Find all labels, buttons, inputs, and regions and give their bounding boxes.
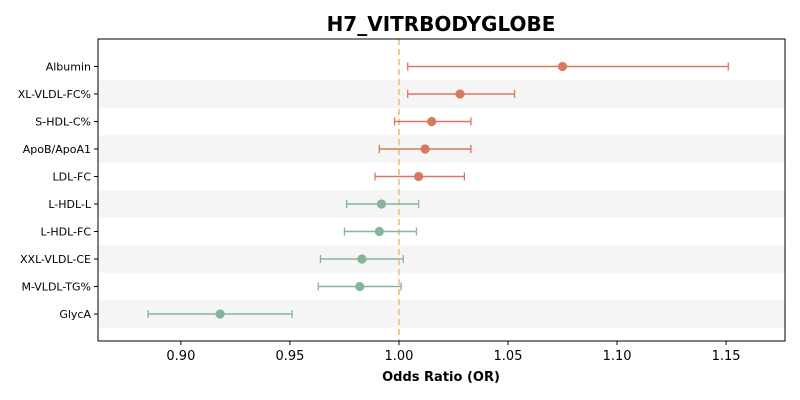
estimate-point bbox=[376, 199, 387, 209]
estimate-point bbox=[357, 254, 367, 264]
row-bands bbox=[98, 80, 785, 328]
category-label: L-HDL-L bbox=[48, 198, 92, 211]
category-labels: Albumin XL-VLDL-FC% S-HDL-C% ApoB/ApoA1 LDL-… bbox=[18, 61, 98, 321]
category-label: M-VLDL-TG% bbox=[21, 281, 91, 294]
category-label: S-HDL-C% bbox=[35, 116, 91, 129]
category-label: L-HDL-FC bbox=[40, 226, 91, 239]
x-tick-label: 1.00 bbox=[384, 349, 413, 364]
category-label: ApoB/ApoA1 bbox=[23, 143, 91, 156]
plot-frame bbox=[97, 38, 786, 342]
chart-title: H7_VITRBODYGLOBE bbox=[327, 12, 556, 36]
row-band bbox=[98, 245, 785, 273]
category-label: XXL-VLDL-CE bbox=[20, 253, 91, 266]
x-tick-label: 0.90 bbox=[166, 349, 195, 364]
x-tick-label: 1.10 bbox=[603, 349, 632, 364]
category-label: XL-VLDL-FC% bbox=[18, 88, 91, 101]
estimate-point bbox=[355, 281, 365, 292]
estimate-point bbox=[455, 89, 465, 99]
estimate-point bbox=[557, 61, 568, 72]
x-axis-ticks: 0.90 0.95 1.00 1.05 1.10 1.15 bbox=[166, 341, 741, 364]
estimate-marks bbox=[147, 61, 729, 319]
row-band bbox=[98, 190, 785, 218]
category-label: Albumin bbox=[46, 61, 91, 74]
estimate-point bbox=[427, 116, 437, 127]
x-tick-label: 1.15 bbox=[712, 349, 741, 364]
category-label: GlycA bbox=[59, 308, 91, 321]
estimate-point bbox=[374, 226, 384, 237]
estimate-point bbox=[420, 144, 430, 154]
x-tick-label: 0.95 bbox=[275, 349, 304, 364]
x-axis-label: Odds Ratio (OR) bbox=[382, 370, 500, 385]
estimate-point bbox=[414, 171, 424, 182]
category-label: LDL-FC bbox=[52, 171, 91, 184]
x-tick-label: 1.05 bbox=[494, 349, 523, 364]
estimate-point bbox=[215, 309, 225, 319]
